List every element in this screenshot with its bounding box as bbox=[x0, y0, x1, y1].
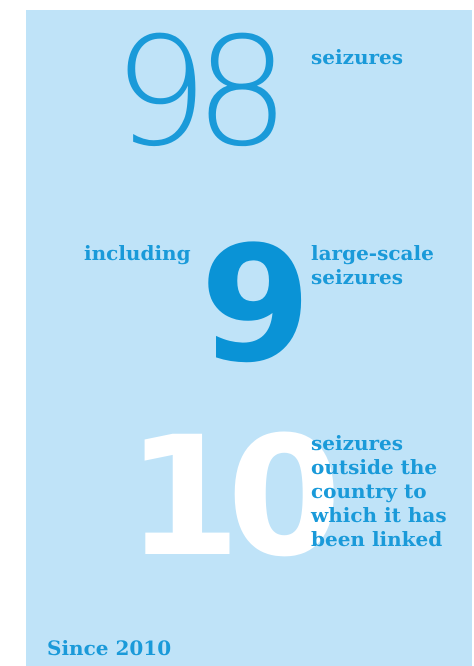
infographic-panel bbox=[26, 10, 472, 666]
outside-seizures-label: seizures outside the country to which it… bbox=[311, 431, 447, 551]
large-scale-seizures-number: 9 bbox=[200, 211, 312, 398]
total-seizures-number: 98 bbox=[113, 6, 290, 180]
large-scale-seizures-label: large-scale seizures bbox=[311, 241, 434, 289]
outside-seizures-number: 10 bbox=[126, 401, 342, 593]
total-seizures-label: seizures bbox=[311, 45, 404, 69]
including-label: including bbox=[84, 241, 191, 265]
since-year-footer: Since 2010 bbox=[47, 636, 172, 660]
